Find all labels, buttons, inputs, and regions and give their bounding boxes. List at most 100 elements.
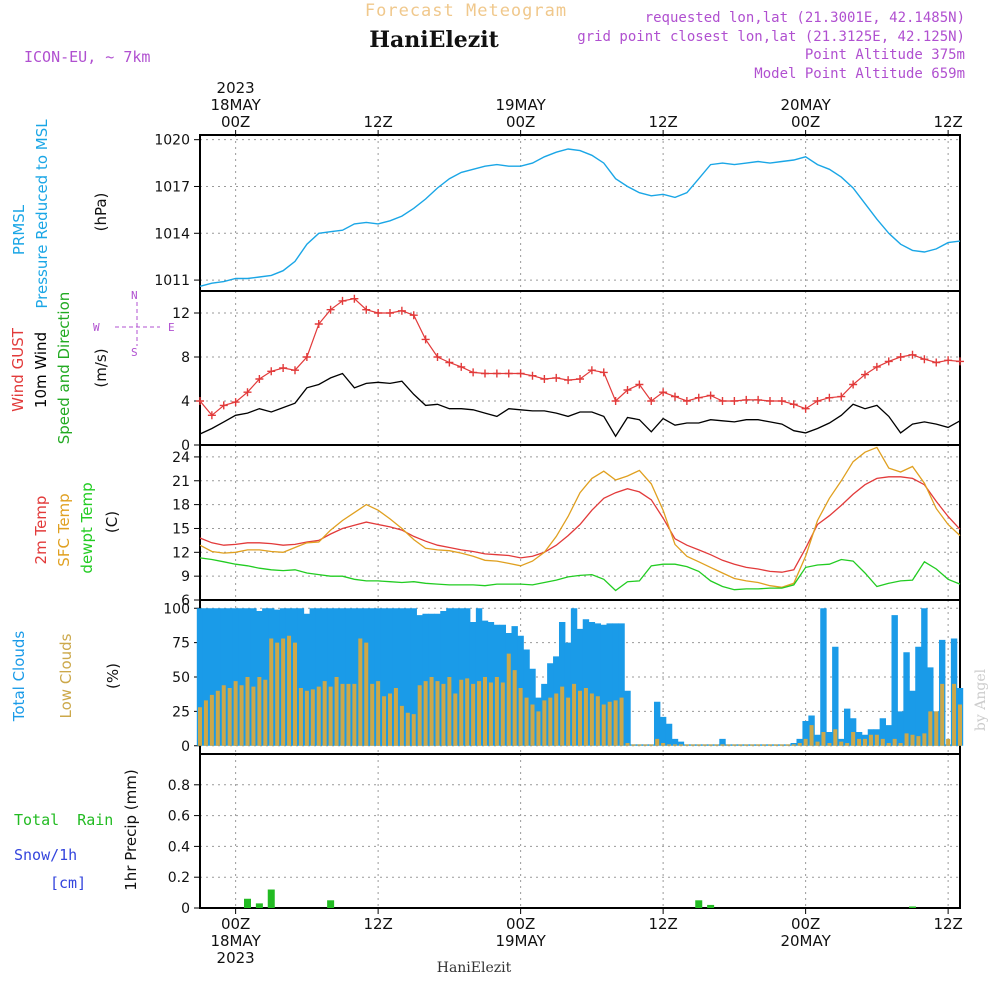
panel-frame [199,134,961,292]
gust-marker [386,309,394,317]
gust-marker [671,392,679,401]
low-cloud-bar [304,690,309,746]
total-cloud-bar [915,646,922,746]
low-cloud-bar [316,686,321,746]
gust-marker [564,376,573,385]
low-cloud-bar [732,744,737,746]
y-tick-label: 100 [163,601,190,617]
total-cloud-bar [238,608,245,746]
total-cloud-bar [582,619,590,746]
low-cloud-bar [678,744,683,746]
low-cloud-bar [227,688,232,746]
low-cloud-bar [459,679,464,746]
gust-marker [825,393,834,402]
gust-marker [861,370,869,379]
total-cloud-bar [677,741,685,746]
bottom-time-label: 12Z [363,915,392,933]
total-cloud-bar [653,701,661,746]
wind-panel: 0 4 8 12 [172,290,964,454]
total-cloud-bar [826,732,833,746]
low-cloud-bar [572,683,577,746]
low-cloud-bar [762,744,767,746]
low-cloud-bar [880,738,885,746]
total-cloud-bar [422,613,429,746]
gust-marker [528,371,537,380]
total-cloud-bar [374,608,382,746]
total-cloud-bar [416,615,423,746]
low-cloud-bar [863,738,867,746]
total-cloud-bar [380,608,388,746]
gust-marker [766,397,774,405]
gust-marker [932,358,941,367]
low-cloud-bar [352,683,357,746]
gust-marker [742,395,751,404]
y-tick-label: 1011 [154,273,190,289]
gust-marker [706,391,715,400]
low-cloud-bar [429,677,434,746]
total-cloud-bar [368,608,376,746]
y-tick-label: 1017 [154,179,190,195]
gust-marker [397,306,406,315]
point-altitude: Point Altitude 375m [805,47,965,63]
low-cloud-bar [803,738,808,746]
model-label: ICON-EU, ~ 7km [24,48,150,66]
gust-marker [849,380,858,389]
gust-marker [492,369,501,378]
y-tick-label: 8 [181,350,190,366]
total-cloud-label: Total Clouds [10,631,28,723]
total-cloud-bar [600,624,607,746]
low-cloud-bar [845,743,850,746]
gust-marker [469,368,478,377]
top-time-label: 12Z [648,113,677,131]
total-cloud-bar [232,608,239,746]
y-tick-label: 12 [172,306,190,322]
low-cloud-bar [554,693,559,746]
total-cloud-bar [576,628,584,746]
top-time-label: 00Z [506,113,535,131]
total-cloud-bar [220,608,227,746]
low-cloud-bar [198,707,202,746]
total-cloud-bar [594,623,602,746]
direction-label: Speed and Direction [55,292,73,445]
low-cloud-bar [465,678,470,746]
low-cloud-bar [364,642,369,746]
low-cloud-bar [382,696,387,746]
gust-marker [777,397,786,405]
low-cloud-bar [874,734,879,746]
rain-label: Total Rain [14,811,113,829]
gust-marker [635,380,644,389]
cloud-panel: 0 25 50 75 100 [163,599,964,755]
total-cloud-bar [327,608,334,746]
low-cloud-bar [542,700,547,746]
total-cloud-bar [208,608,216,746]
total-cloud-bar [719,738,726,746]
panel-frame [199,444,961,601]
total-cloud-bar [618,623,625,746]
bottom-time-label: 00Z [791,915,820,933]
bottom-time-label: 18MAY [210,932,261,950]
low-cloud-bar [702,744,707,746]
low-cloud-bar [524,697,529,746]
total-cloud-bar [665,723,673,746]
top-time-label: 20MAY [780,96,831,114]
low-cloud-bar [203,700,208,746]
total-cloud-bar [897,711,904,746]
gust-marker [659,388,668,397]
gust-marker [362,305,371,314]
wind-speed-line [199,372,961,438]
y-tick-label: 24 [172,450,190,466]
low-cloud-bar [785,744,790,746]
low-cloud-bar [607,701,612,746]
gust-marker [326,305,335,314]
gust-marker [457,362,466,371]
total-cloud-bar [885,725,892,746]
gust-marker [552,373,561,382]
t2m-line [199,476,961,573]
total-cloud-bar [315,608,322,746]
gust-marker [718,397,727,405]
rain-bar [267,889,275,908]
total-cloud-bar [196,608,204,746]
low-cloud-bar [453,693,458,746]
gust-marker [896,353,905,361]
low-cloud-bar [435,681,440,746]
